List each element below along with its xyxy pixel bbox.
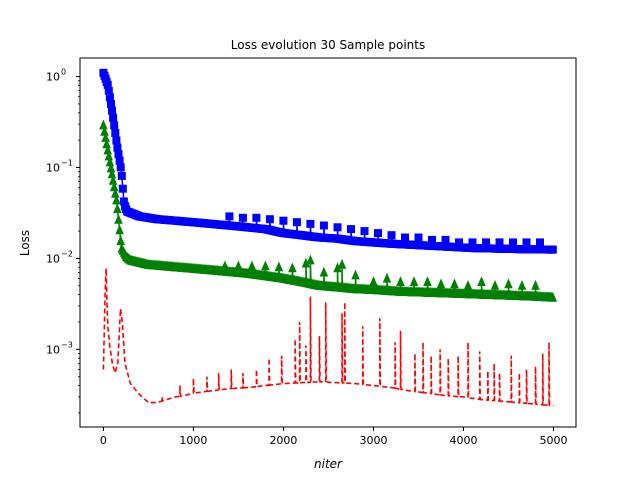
data-point-1-416 — [548, 291, 558, 302]
data-point-1-428 — [351, 269, 360, 280]
data-point-1-417 — [220, 260, 230, 271]
data-point-1-13 — [113, 203, 122, 213]
data-point-0-9 — [109, 113, 118, 122]
plot-frame — [79, 57, 577, 428]
series-markers-0 — [99, 68, 557, 254]
chart-title: Loss evolution 30 Sample points — [231, 38, 425, 52]
x-axis-ticks: 0 1000 2000 3000 4000 5000 — [100, 427, 567, 447]
data-point-0-431 — [414, 233, 423, 242]
data-point-0-423 — [306, 219, 315, 228]
data-point-0-434 — [455, 238, 463, 247]
y-tick-exponent-1: −2 — [61, 249, 73, 258]
data-point-1-419 — [247, 260, 257, 271]
data-point-1-424 — [306, 254, 315, 265]
data-point-0-5 — [104, 86, 113, 95]
y-tick-label-3: 10 — [46, 71, 60, 84]
data-point-0-435 — [468, 238, 477, 247]
data-point-1-436 — [463, 280, 473, 290]
data-point-1-430 — [382, 272, 392, 283]
data-point-0-426 — [347, 225, 355, 234]
data-point-0-439 — [522, 238, 531, 247]
data-point-1-421 — [274, 261, 284, 272]
y-tick-label-0: 10 — [46, 343, 60, 356]
data-point-1-439 — [504, 278, 513, 289]
data-point-1-420 — [261, 260, 270, 271]
series-line-2 — [102, 268, 554, 407]
data-point-0-429 — [387, 231, 396, 240]
data-point-0-433 — [441, 235, 450, 244]
data-point-1-440 — [517, 280, 527, 290]
y-tick-exponent-2: −1 — [61, 158, 73, 167]
x-tick-label-3: 3000 — [359, 434, 387, 447]
y-tick-label-2: 10 — [46, 161, 60, 174]
data-point-1-435 — [450, 278, 459, 289]
data-point-1-425 — [319, 266, 329, 277]
data-point-0-420 — [265, 215, 274, 224]
data-point-1-418 — [234, 260, 243, 271]
data-point-1-438 — [490, 280, 500, 290]
x-tick-label-4: 4000 — [449, 434, 477, 447]
data-point-0-416 — [548, 245, 557, 254]
data-point-0-421 — [279, 216, 288, 225]
data-point-0-418 — [238, 213, 247, 222]
data-point-1-429 — [369, 276, 378, 286]
data-point-0-8 — [108, 106, 116, 115]
data-point-1-16 — [116, 235, 125, 245]
data-point-0-427 — [360, 227, 369, 236]
data-point-1-14 — [114, 213, 123, 224]
data-point-0-17 — [117, 171, 126, 180]
data-point-0-11 — [111, 128, 120, 137]
data-point-0-419 — [252, 213, 261, 222]
data-point-1-441 — [531, 280, 540, 290]
data-point-0-7 — [107, 100, 115, 108]
series-layer — [99, 68, 558, 407]
data-point-1-432 — [409, 276, 419, 286]
data-point-1-427 — [337, 259, 347, 269]
data-point-0-422 — [292, 218, 301, 227]
data-point-0-430 — [401, 233, 409, 242]
data-point-0-428 — [374, 229, 382, 238]
data-point-0-437 — [495, 238, 504, 247]
data-point-0-6 — [105, 93, 114, 102]
x-tick-label-0: 0 — [100, 434, 107, 447]
x-tick-label-2: 2000 — [269, 434, 297, 447]
data-point-0-438 — [509, 238, 517, 247]
data-point-0-436 — [482, 238, 490, 247]
data-point-0-18 — [118, 184, 127, 193]
series-2 — [102, 268, 554, 407]
data-point-1-422 — [288, 262, 297, 273]
data-point-1-12 — [112, 194, 121, 205]
data-point-1-15 — [115, 224, 124, 235]
data-point-1-434 — [436, 278, 446, 289]
data-point-0-15 — [115, 156, 124, 165]
y-tick-exponent-0: −3 — [61, 340, 73, 349]
data-point-0-14 — [114, 150, 123, 159]
y-tick-exponent-3: 0 — [61, 68, 66, 77]
data-point-0-12 — [112, 136, 121, 145]
y-axis-label: Loss — [18, 230, 32, 256]
data-point-0-440 — [536, 238, 544, 247]
series-0 — [99, 68, 557, 254]
data-point-0-425 — [333, 223, 342, 232]
series-1 — [99, 119, 558, 302]
data-point-0-432 — [428, 235, 436, 244]
x-tick-label-5: 5000 — [539, 434, 567, 447]
y-tick-label-1: 10 — [46, 252, 60, 265]
data-point-0-13 — [113, 143, 122, 152]
data-point-1-433 — [423, 276, 432, 286]
data-point-1-431 — [396, 276, 405, 286]
data-point-0-10 — [110, 121, 119, 130]
data-point-0-16 — [116, 163, 125, 172]
data-point-1-437 — [477, 276, 486, 286]
x-axis-label: niter — [314, 457, 343, 471]
x-tick-label-1: 1000 — [179, 434, 207, 447]
data-point-0-417 — [225, 212, 234, 221]
series-markers-1 — [99, 119, 558, 302]
data-point-0-424 — [319, 221, 328, 230]
